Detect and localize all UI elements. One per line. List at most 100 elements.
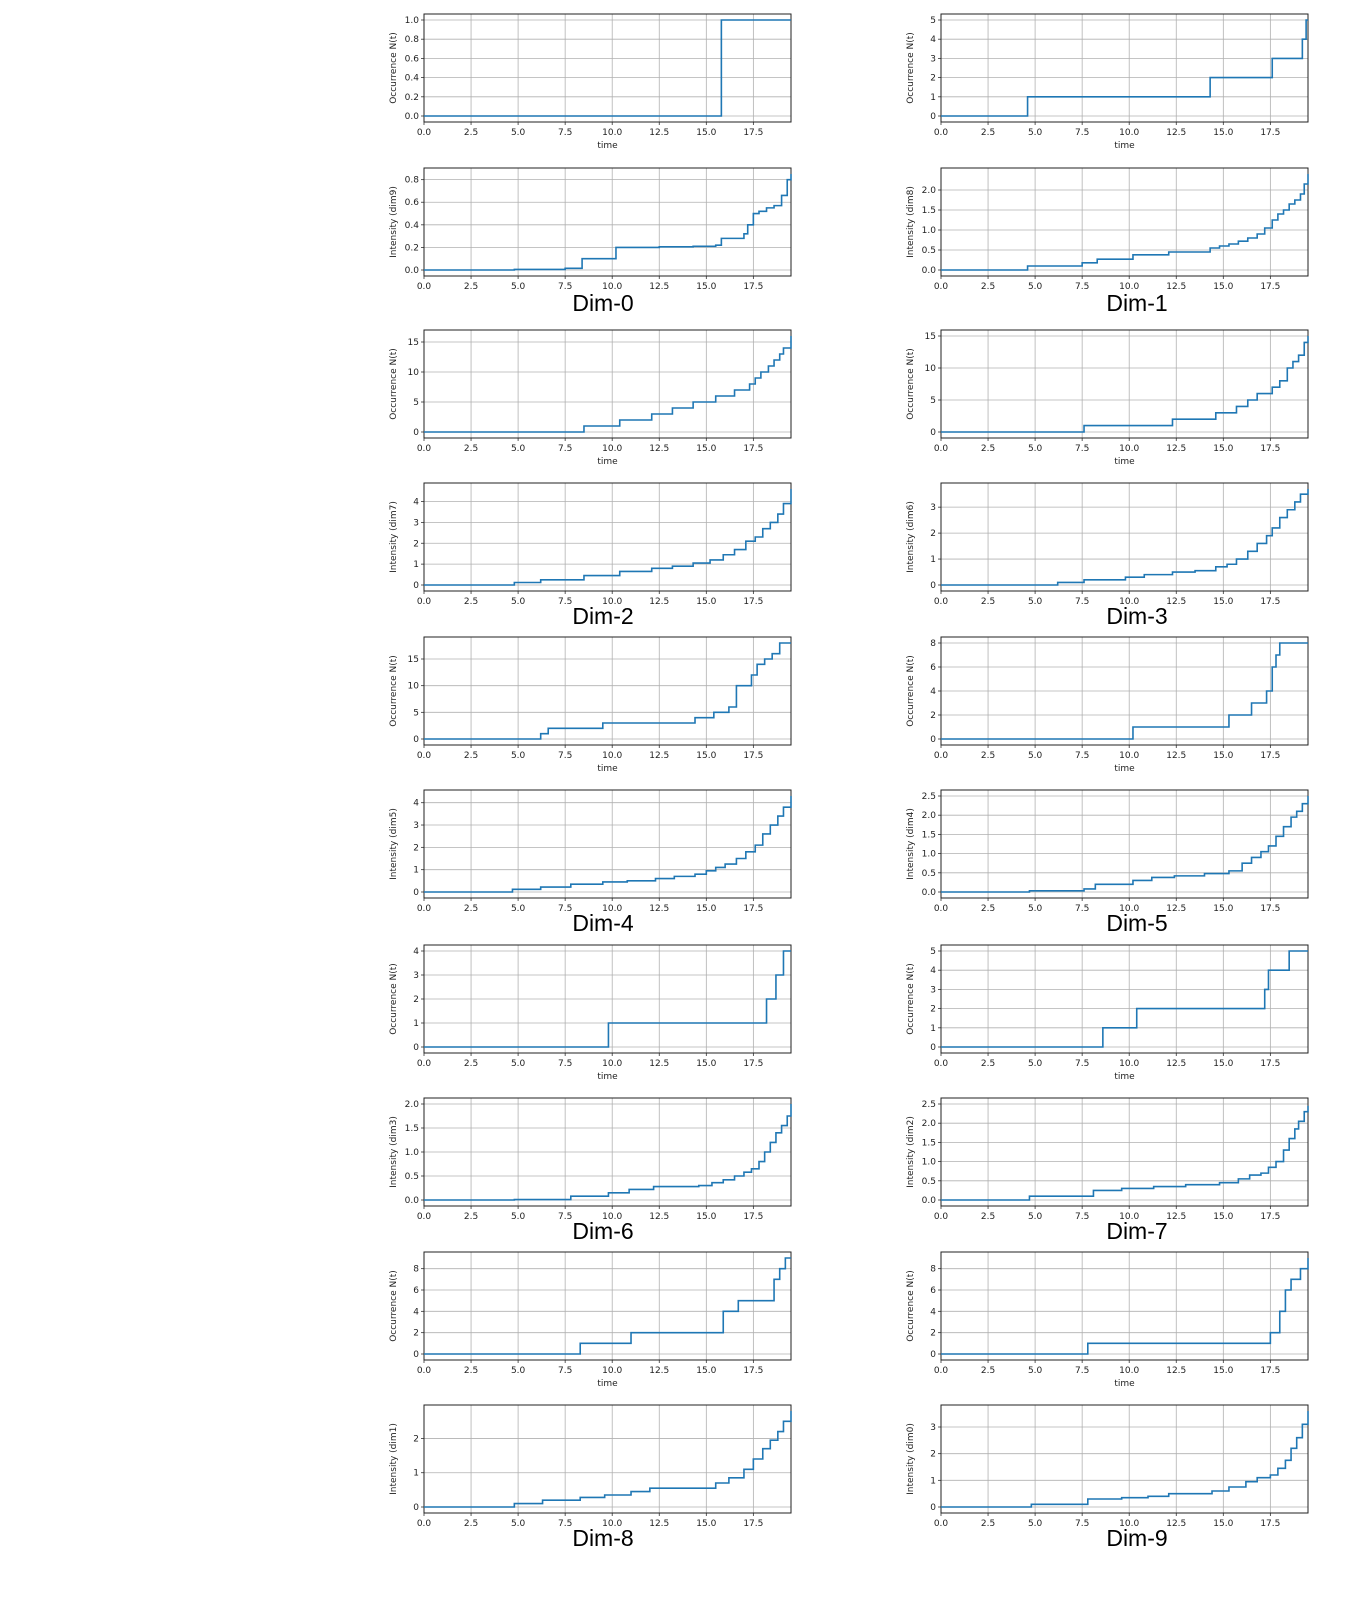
x-tick-label: 12.5 bbox=[649, 282, 669, 292]
x-tick-label: 12.5 bbox=[649, 597, 669, 607]
x-tick-label: 15.0 bbox=[1213, 1366, 1233, 1376]
y-tick-label: 0.5 bbox=[922, 869, 936, 879]
axes-frame bbox=[423, 1251, 792, 1361]
x-tick-label: 17.5 bbox=[743, 444, 763, 454]
x-tick-label: 2.5 bbox=[981, 1212, 995, 1222]
y-tick-label: 0 bbox=[413, 735, 419, 745]
x-tick-label: 17.5 bbox=[1260, 1519, 1280, 1529]
x-tick-label: 17.5 bbox=[743, 904, 763, 914]
x-tick-label: 0.0 bbox=[417, 128, 432, 138]
y-tick-label: 0 bbox=[930, 112, 936, 122]
axes-frame bbox=[423, 1097, 792, 1207]
x-tick-label: 12.5 bbox=[649, 1059, 669, 1069]
x-tick-label: 0.0 bbox=[934, 444, 949, 454]
x-tick-label: 17.5 bbox=[1260, 904, 1280, 914]
x-tick-label: 15.0 bbox=[1213, 1519, 1233, 1529]
series-line bbox=[941, 1411, 1309, 1508]
y-tick-label: 2.5 bbox=[922, 1100, 936, 1110]
x-tick-label: 5.0 bbox=[1028, 444, 1043, 454]
y-tick-label: 15 bbox=[408, 338, 419, 348]
y-tick-label: 2.0 bbox=[922, 186, 937, 196]
axes-frame bbox=[423, 167, 792, 277]
dim-label: Dim-1 bbox=[1106, 290, 1168, 316]
x-tick-label: 12.5 bbox=[1166, 597, 1186, 607]
series-line bbox=[424, 1104, 792, 1201]
x-tick-label: 2.5 bbox=[464, 128, 478, 138]
x-tick-label: 15.0 bbox=[1213, 282, 1233, 292]
axes-frame bbox=[940, 1251, 1309, 1361]
x-tick-label: 7.5 bbox=[1075, 1059, 1089, 1069]
x-tick-label: 0.0 bbox=[417, 1059, 432, 1069]
chart-dim0-int: 0.0 2.5 5.0 7.5 10.0 12.5 15.0 17.5 0.0 0.2 0.4 0.6… bbox=[389, 167, 792, 292]
chart-dim6-occ: 0.0 2.5 5.0 7.5 10.0 12.5 15.0 17.5 0 1 2 3 4 Occurre… bbox=[389, 944, 792, 1082]
y-tick-label: 3 bbox=[930, 985, 936, 995]
y-axis-label: Occurrence N(t) bbox=[389, 32, 399, 104]
x-tick-label: 12.5 bbox=[1166, 1212, 1186, 1222]
x-tick-label: 10.0 bbox=[1119, 1519, 1139, 1529]
x-tick-label: 12.5 bbox=[1166, 751, 1186, 761]
x-tick-label: 0.0 bbox=[934, 128, 949, 138]
y-tick-label: 0 bbox=[930, 581, 936, 591]
y-tick-label: 8 bbox=[413, 1265, 419, 1275]
y-tick-label: 2 bbox=[413, 1434, 419, 1444]
x-tick-label: 5.0 bbox=[511, 1212, 526, 1222]
y-axis-label: Intensity (dim0) bbox=[906, 1423, 916, 1495]
axes-frame bbox=[940, 1097, 1309, 1207]
x-tick-label: 5.0 bbox=[1028, 128, 1043, 138]
y-tick-label: 4 bbox=[930, 1307, 936, 1317]
y-tick-label: 1 bbox=[413, 866, 419, 876]
y-tick-label: 1.0 bbox=[922, 850, 937, 860]
y-tick-label: 1 bbox=[930, 1476, 936, 1486]
y-tick-label: 4 bbox=[930, 687, 936, 697]
x-tick-label: 15.0 bbox=[1213, 597, 1233, 607]
x-tick-label: 15.0 bbox=[696, 128, 716, 138]
y-axis-label: Intensity (dim9) bbox=[389, 186, 399, 258]
x-tick-label: 15.0 bbox=[696, 444, 716, 454]
x-tick-label: 17.5 bbox=[1260, 1059, 1280, 1069]
x-tick-label: 12.5 bbox=[649, 1212, 669, 1222]
x-tick-label: 10.0 bbox=[1119, 282, 1139, 292]
x-tick-label: 12.5 bbox=[1166, 282, 1186, 292]
x-tick-label: 5.0 bbox=[511, 751, 526, 761]
x-tick-label: 0.0 bbox=[934, 904, 949, 914]
series-line bbox=[424, 1411, 792, 1508]
y-tick-label: 2 bbox=[930, 1450, 936, 1460]
y-tick-label: 0 bbox=[930, 1350, 936, 1360]
x-tick-label: 7.5 bbox=[558, 1519, 572, 1529]
x-tick-label: 17.5 bbox=[1260, 751, 1280, 761]
x-tick-label: 5.0 bbox=[1028, 1366, 1043, 1376]
y-tick-label: 2 bbox=[413, 539, 419, 549]
y-tick-label: 1.0 bbox=[405, 16, 420, 26]
dim-label: Dim-4 bbox=[572, 910, 634, 936]
x-tick-label: 7.5 bbox=[1075, 751, 1089, 761]
chart-dim4-int: 0.0 2.5 5.0 7.5 10.0 12.5 15.0 17.5 0 1 2 3 4 Intensi… bbox=[389, 789, 792, 914]
y-tick-label: 0.4 bbox=[405, 74, 420, 84]
x-tick-label: 5.0 bbox=[511, 444, 526, 454]
axes-frame bbox=[423, 789, 792, 899]
x-tick-label: 0.0 bbox=[934, 751, 949, 761]
x-tick-label: 10.0 bbox=[1119, 751, 1139, 761]
y-tick-label: 6 bbox=[930, 663, 936, 673]
x-tick-label: 17.5 bbox=[743, 128, 763, 138]
y-axis-label: Occurrence N(t) bbox=[906, 348, 916, 420]
x-tick-label: 7.5 bbox=[558, 1059, 572, 1069]
x-tick-label: 15.0 bbox=[696, 1059, 716, 1069]
chart-dim8-int: 0.0 2.5 5.0 7.5 10.0 12.5 15.0 17.5 0 1 2 Intensity… bbox=[389, 1404, 792, 1529]
y-tick-label: 0.4 bbox=[405, 221, 420, 231]
y-tick-label: 10 bbox=[925, 364, 937, 374]
series-line bbox=[424, 1257, 791, 1355]
y-tick-label: 4 bbox=[413, 799, 419, 809]
x-tick-label: 12.5 bbox=[1166, 1059, 1186, 1069]
y-tick-label: 0 bbox=[930, 1043, 936, 1053]
x-tick-label: 12.5 bbox=[649, 1366, 669, 1376]
series-line bbox=[941, 1258, 1309, 1355]
x-tick-label: 17.5 bbox=[743, 1212, 763, 1222]
axes-frame bbox=[940, 944, 1309, 1054]
y-tick-label: 10 bbox=[408, 368, 420, 378]
axes-frame bbox=[940, 1404, 1309, 1514]
x-tick-label: 7.5 bbox=[558, 1366, 572, 1376]
x-tick-label: 12.5 bbox=[649, 904, 669, 914]
series-line bbox=[941, 642, 1308, 740]
x-tick-label: 17.5 bbox=[1260, 1366, 1280, 1376]
y-tick-label: 0 bbox=[930, 428, 936, 438]
